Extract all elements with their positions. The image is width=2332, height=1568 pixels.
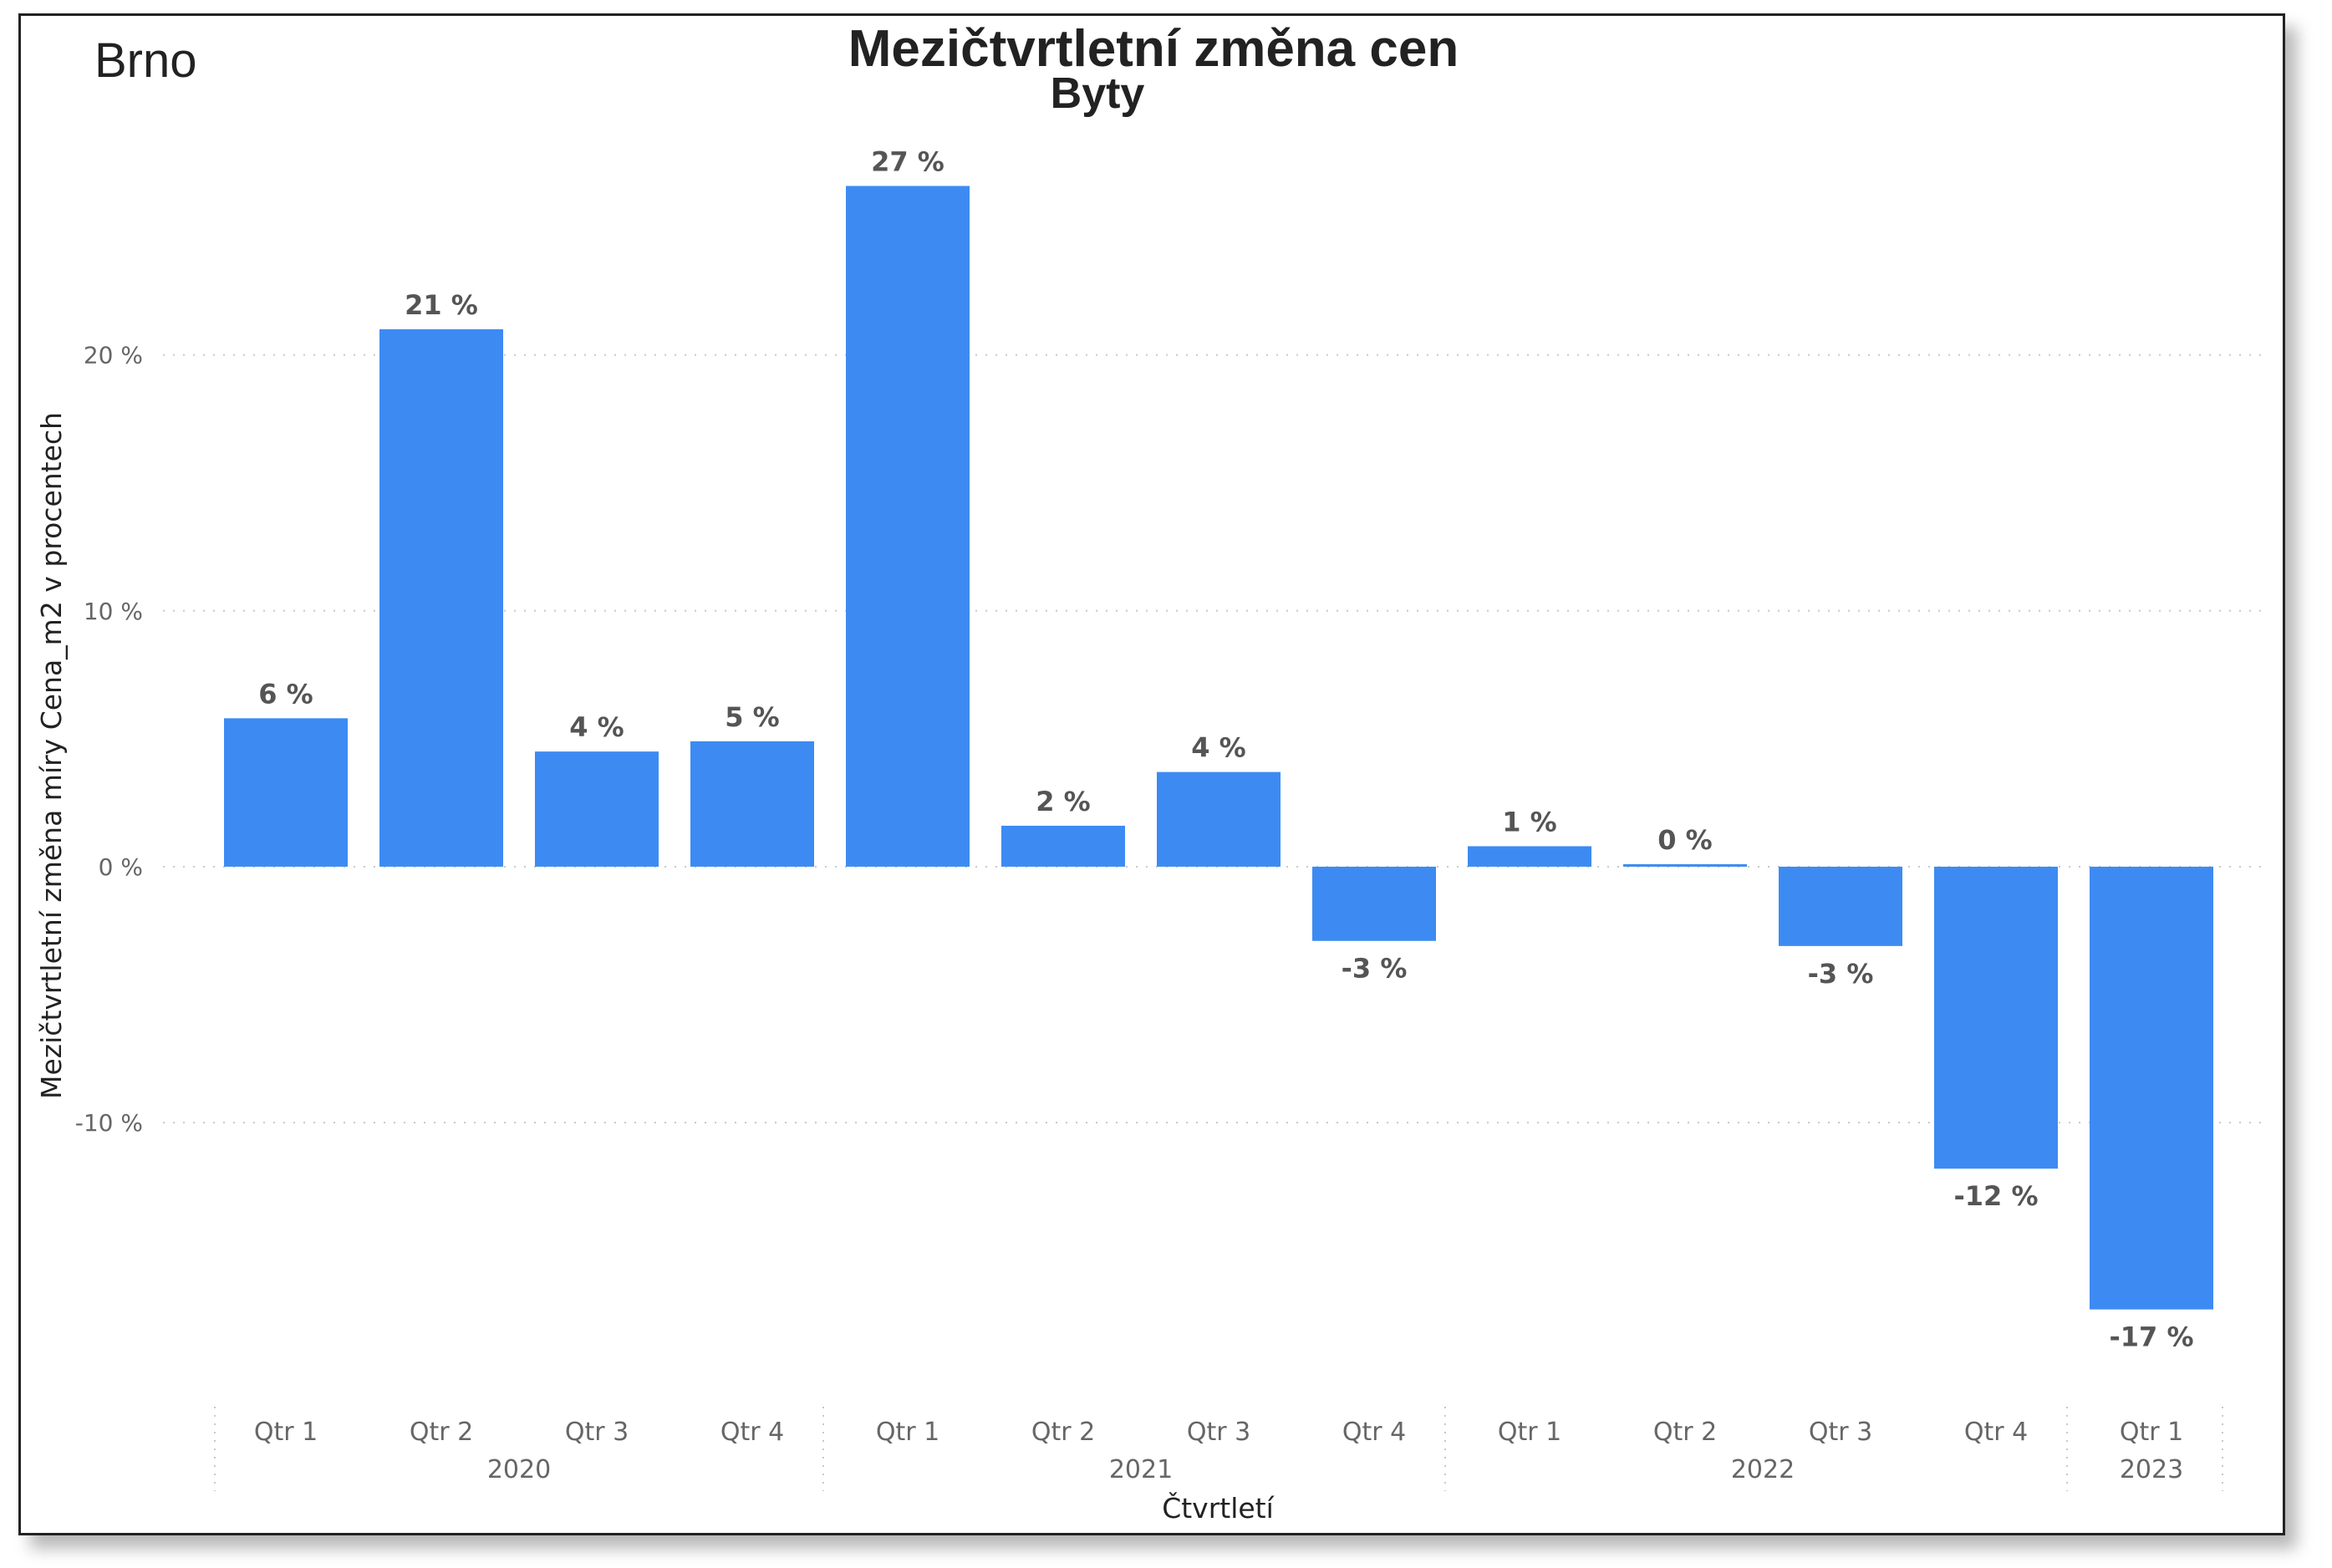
bar[interactable] xyxy=(2090,866,2213,1310)
x-axis-title: Čtvrtletí xyxy=(1162,1491,1275,1525)
data-label: 2 % xyxy=(1036,786,1090,817)
bar[interactable] xyxy=(1157,771,1281,867)
chart-frame: Brno Mezičtvrtletní změna cen Byty -10 %… xyxy=(18,13,2285,1535)
year-label: 2023 xyxy=(2120,1455,2183,1484)
bar[interactable] xyxy=(1623,863,1747,867)
x-tick-label: Qtr 3 xyxy=(565,1418,629,1447)
bar[interactable] xyxy=(379,328,503,867)
x-axis: Qtr 1 Qtr 2 Qtr 3 Qtr 4 Qtr 1 Qtr 2 Qtr 3 Qtr 4… xyxy=(214,1407,2223,1491)
chart-subtitle: Byty xyxy=(1051,69,1145,118)
data-label: 6 % xyxy=(258,678,313,710)
x-tick-label: Qtr 2 xyxy=(1031,1418,1095,1447)
x-tick-label: Qtr 1 xyxy=(2120,1418,2183,1447)
y-tick-label: 10 % xyxy=(84,598,143,625)
x-tick-label: Qtr 2 xyxy=(410,1418,473,1447)
x-tick-label: Qtr 4 xyxy=(720,1418,784,1447)
y-axis: -10 % 0 % 10 % 20 % xyxy=(75,342,143,1138)
data-label: 5 % xyxy=(725,701,779,733)
bar[interactable] xyxy=(690,741,814,867)
x-tick-label: Qtr 1 xyxy=(876,1418,939,1447)
data-label: 4 % xyxy=(1191,732,1245,764)
data-label: -17 % xyxy=(2109,1321,2193,1353)
bar[interactable] xyxy=(1468,846,1591,867)
x-tick-label: Qtr 1 xyxy=(254,1418,318,1447)
data-label: 27 % xyxy=(871,145,945,177)
year-label: 2020 xyxy=(487,1455,551,1484)
data-label: -3 % xyxy=(1342,953,1408,985)
data-labels: 6 % 21 % 4 % 5 % 27 % 2 % 4 % -3 % 1 % 0 % -3 % -12… xyxy=(258,145,2193,1352)
x-tick-label: Qtr 3 xyxy=(1187,1418,1250,1447)
bar[interactable] xyxy=(846,186,970,867)
data-label: 21 % xyxy=(405,289,478,321)
data-label: 1 % xyxy=(1502,806,1556,837)
bar[interactable] xyxy=(1001,825,1125,867)
bar[interactable] xyxy=(224,718,348,867)
bar[interactable] xyxy=(1779,866,1902,946)
bar[interactable] xyxy=(1934,866,2058,1169)
bar-chart: Brno Mezičtvrtletní změna cen Byty -10 %… xyxy=(35,20,2261,1525)
chart-title: Mezičtvrtletní změna cen xyxy=(848,20,1459,78)
data-label: 0 % xyxy=(1657,824,1712,856)
year-label: 2021 xyxy=(1109,1455,1173,1484)
y-tick-label: 0 % xyxy=(99,853,143,881)
data-label: 4 % xyxy=(569,711,624,743)
x-tick-label: Qtr 3 xyxy=(1809,1418,1872,1447)
y-tick-label: 20 % xyxy=(84,342,143,369)
data-label: -12 % xyxy=(1953,1180,2038,1212)
data-label: -3 % xyxy=(1808,958,1874,990)
city-label: Brno xyxy=(94,33,197,88)
y-tick-label: -10 % xyxy=(75,1109,143,1137)
x-tick-label: Qtr 1 xyxy=(1498,1418,1561,1447)
y-axis-title: Mezičtvrtletní změna míry Cena_m2 v proc… xyxy=(35,412,68,1099)
x-tick-label: Qtr 4 xyxy=(1342,1418,1406,1447)
bar[interactable] xyxy=(535,751,659,867)
bars xyxy=(224,186,2213,1310)
x-tick-label: Qtr 4 xyxy=(1964,1418,2028,1447)
bar[interactable] xyxy=(1312,866,1436,941)
year-label: 2022 xyxy=(1731,1455,1795,1484)
x-tick-label: Qtr 2 xyxy=(1653,1418,1717,1447)
